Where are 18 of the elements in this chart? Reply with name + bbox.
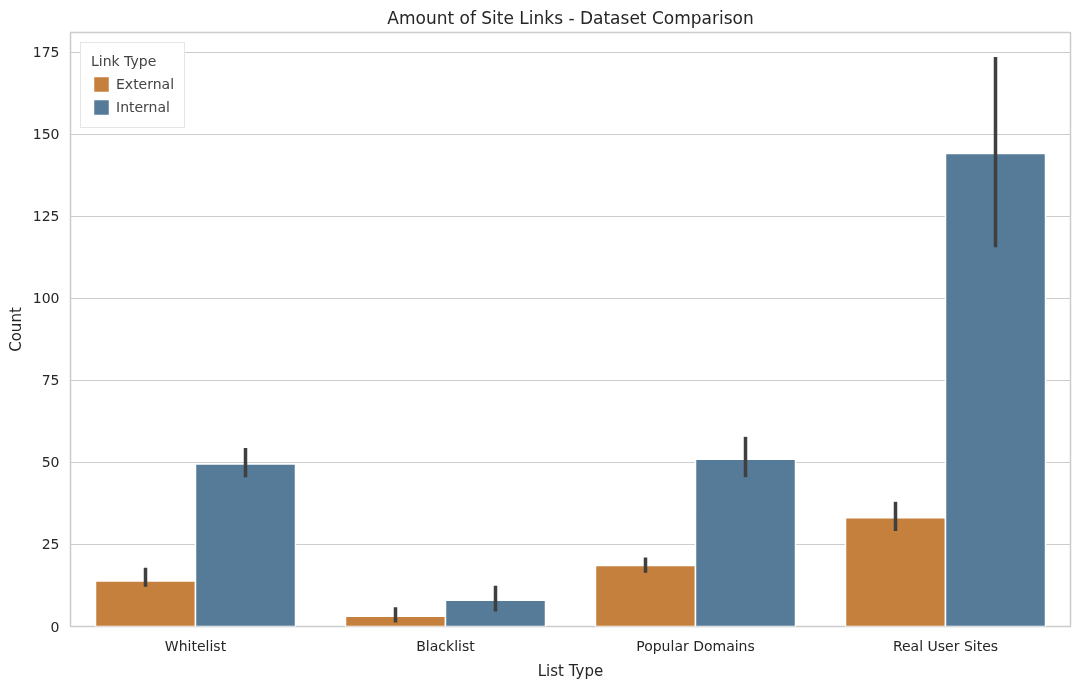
- y-tick-label: 100: [32, 290, 60, 307]
- y-tick-label: 0: [50, 618, 60, 635]
- legend-title: Link Type: [91, 53, 158, 69]
- legend-label: Internal: [116, 99, 170, 115]
- y-tick-label: 175: [32, 44, 60, 61]
- y-tick-label: 125: [32, 208, 60, 225]
- x-tick-label: Whitelist: [164, 637, 227, 654]
- y-tick-label: 75: [41, 372, 60, 389]
- y-tick-label: 150: [32, 126, 60, 143]
- y-tick-label: 50: [41, 454, 60, 471]
- y-tick-label: 25: [41, 536, 60, 553]
- y-axis-title: Count: [6, 307, 25, 352]
- chart-title: Amount of Site Links - Dataset Comparison: [387, 7, 754, 28]
- x-tick-label: Real User Sites: [892, 637, 999, 654]
- x-tick-label: Blacklist: [416, 637, 476, 654]
- x-axis-title: List Type: [537, 661, 604, 680]
- x-tick-label: Popular Domains: [636, 637, 755, 654]
- legend-label: External: [116, 76, 175, 92]
